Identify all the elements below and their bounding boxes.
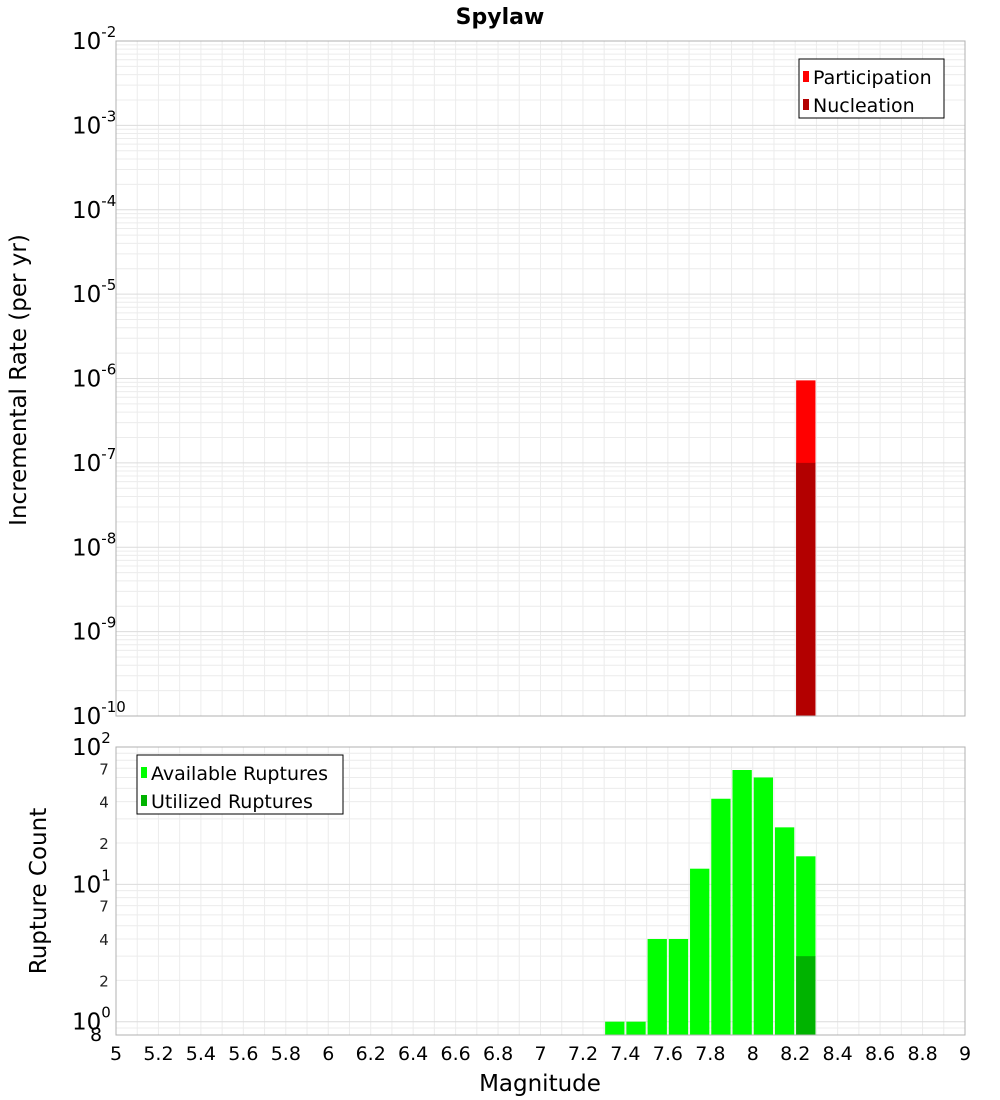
y-tick-label: 10-3	[72, 107, 116, 139]
legend-swatch	[141, 795, 147, 806]
x-tick-label: 6.8	[483, 1043, 513, 1065]
rupture-bar-0	[647, 939, 667, 1035]
x-tick-label: 7.4	[610, 1043, 640, 1065]
x-tick-label: 7.8	[695, 1043, 725, 1065]
y-tick-label: 10-4	[72, 192, 116, 224]
y-minor-tick-label: 4	[99, 931, 109, 949]
y-minor-tick-label: 4	[99, 794, 109, 812]
x-tick-label: 6.6	[440, 1043, 470, 1065]
y-minor-tick-label: 2	[99, 972, 109, 990]
plot-frame	[115, 746, 966, 1036]
x-tick-label: 8.6	[865, 1043, 895, 1065]
rupture-bar-0	[774, 827, 795, 1035]
rate-bar-1	[796, 462, 816, 716]
rupture-bar-1	[796, 956, 816, 1035]
x-tick-label: 5	[110, 1043, 122, 1065]
rupture-bar-0	[711, 798, 731, 1035]
x-tick-label: 9	[959, 1043, 971, 1065]
y-tick-label: 10-2	[72, 23, 116, 55]
y-tick-label: 10-9	[72, 614, 116, 646]
x-axis-title: Magnitude	[479, 1071, 601, 1097]
y-tick-label: 101	[72, 866, 111, 898]
legend-swatch	[803, 71, 809, 82]
rupture-bar-0	[732, 770, 752, 1035]
y-minor-tick-label: 7	[99, 898, 109, 916]
x-tick-label: 8.2	[780, 1043, 810, 1065]
y-tick-label: 102	[72, 729, 111, 761]
y-tick-label: 100	[72, 1004, 111, 1036]
y-tick-label: 10-6	[72, 361, 116, 393]
x-tick-label: 6.4	[398, 1043, 428, 1065]
x-tick-label: 8	[747, 1043, 759, 1065]
legend-label: Utilized Ruptures	[151, 791, 313, 813]
legend-label: Available Ruptures	[151, 763, 328, 785]
rupture-count-plot: 102 101 100 7 4 2 7 4 2 8 Rupture Count Available R…	[26, 729, 966, 1046]
y-minor-tick-label: 8	[90, 1024, 102, 1046]
x-tick-label: 7	[534, 1043, 546, 1065]
x-tick-label: 6.2	[356, 1043, 386, 1065]
legend-label: Nucleation	[813, 95, 915, 117]
x-tick-label: 7.2	[568, 1043, 598, 1065]
rupture-bar-0	[626, 1021, 646, 1035]
legend-box	[798, 58, 945, 119]
x-tick-label: 5.8	[271, 1043, 301, 1065]
rupture-bar-0	[753, 777, 774, 1035]
y-minor-tick-label: 2	[99, 835, 109, 853]
y-tick-label: 10-7	[72, 445, 116, 477]
legend-swatch	[803, 99, 809, 110]
x-tick-label: 5.2	[143, 1043, 173, 1065]
x-tick-label: 5.6	[228, 1043, 258, 1065]
legend-box	[136, 754, 344, 815]
y-axis-title: Rupture Count	[26, 808, 52, 974]
y-minor-tick-label: 7	[99, 760, 109, 778]
y-axis-title: Incremental Rate (per yr)	[6, 234, 32, 526]
chart-title: Spylaw	[456, 5, 545, 30]
rupture-bar-0	[605, 1021, 625, 1035]
x-tick-label: 5.4	[186, 1043, 216, 1065]
legend-swatch	[141, 767, 147, 778]
plot-frame	[115, 40, 966, 717]
rate-plot: 10-2 10-3 10-4 10-5 10-6 10-7 10-8 10-9 10-10 Inc…	[6, 23, 966, 730]
y-tick-label: 10-10	[72, 698, 126, 730]
y-tick-label: 10-8	[72, 529, 116, 561]
x-tick-label: 7.6	[653, 1043, 683, 1065]
x-tick-label: 8.4	[823, 1043, 853, 1065]
x-axis: 5 5.2 5.4 5.6 5.8 6 6.2 6.4 6.6 6.8 7 7.2 7.4 7.6 7.8 8…	[110, 1043, 971, 1097]
rupture-bar-0	[690, 868, 710, 1035]
y-tick-label: 10-5	[72, 276, 116, 308]
x-tick-label: 8.8	[907, 1043, 937, 1065]
x-tick-label: 6	[322, 1043, 334, 1065]
rupture-bar-0	[668, 939, 689, 1035]
legend-label: Participation	[813, 67, 932, 89]
